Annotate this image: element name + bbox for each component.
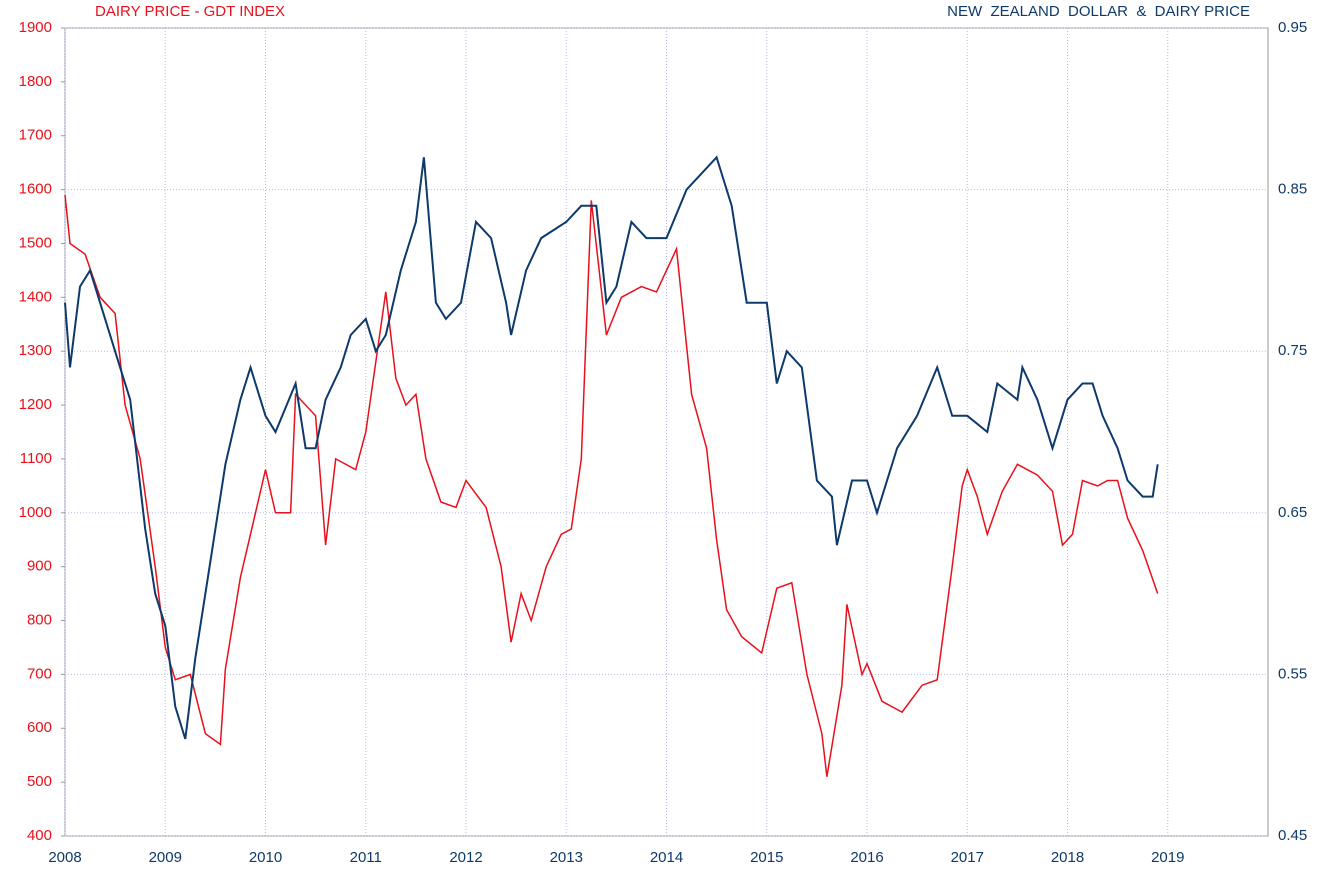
x-tick-label: 2017 [951,849,984,866]
y-tick-label: 400 [27,827,52,844]
y-tick-label: 1700 [19,127,52,144]
x-tick-label: 2010 [249,849,282,866]
y-tick-label: 1100 [20,450,52,467]
x-tick-label: 2008 [48,849,81,866]
series-line [64,155,1159,740]
y-tick-label: 800 [27,612,52,629]
x-tick-label: 2015 [750,849,783,866]
y2-tick-label: 0.85 [1278,181,1307,198]
y-tick-label: 1200 [19,396,52,413]
x-tick-label: 2019 [1151,849,1184,866]
y2-tick-label: 0.75 [1278,342,1307,359]
y-tick-label: 1000 [19,504,52,521]
y-tick-label: 900 [27,558,52,575]
y2-tick-label: 0.95 [1278,19,1307,36]
y-tick-label: 1900 [19,19,52,36]
series-line [64,194,1159,777]
y-tick-label: 1400 [19,288,52,305]
y2-tick-label: 0.45 [1278,827,1307,844]
x-tick-label: 2018 [1051,849,1084,866]
y-tick-label: 600 [27,719,52,736]
y-tick-label: 500 [27,773,52,790]
x-tick-label: 2016 [850,849,883,866]
x-tick-label: 2013 [550,849,583,866]
y2-tick-label: 0.55 [1278,665,1307,682]
y-tick-label: 1300 [19,342,52,359]
x-tick-label: 2009 [149,849,182,866]
x-tick-label: 2011 [350,849,382,866]
x-tick-label: 2014 [650,849,683,866]
x-tick-label: 2012 [449,849,482,866]
y-tick-label: 1600 [19,181,52,198]
right-title: NEW ZEALAND DOLLAR & DAIRY PRICE [947,3,1250,20]
y-tick-label: 700 [27,665,52,682]
y-tick-label: 1500 [19,234,52,251]
left-title: DAIRY PRICE - GDT INDEX [95,3,285,20]
y2-tick-label: 0.65 [1278,504,1307,521]
plot-frame [64,27,1269,837]
y-tick-label: 1800 [19,73,52,90]
